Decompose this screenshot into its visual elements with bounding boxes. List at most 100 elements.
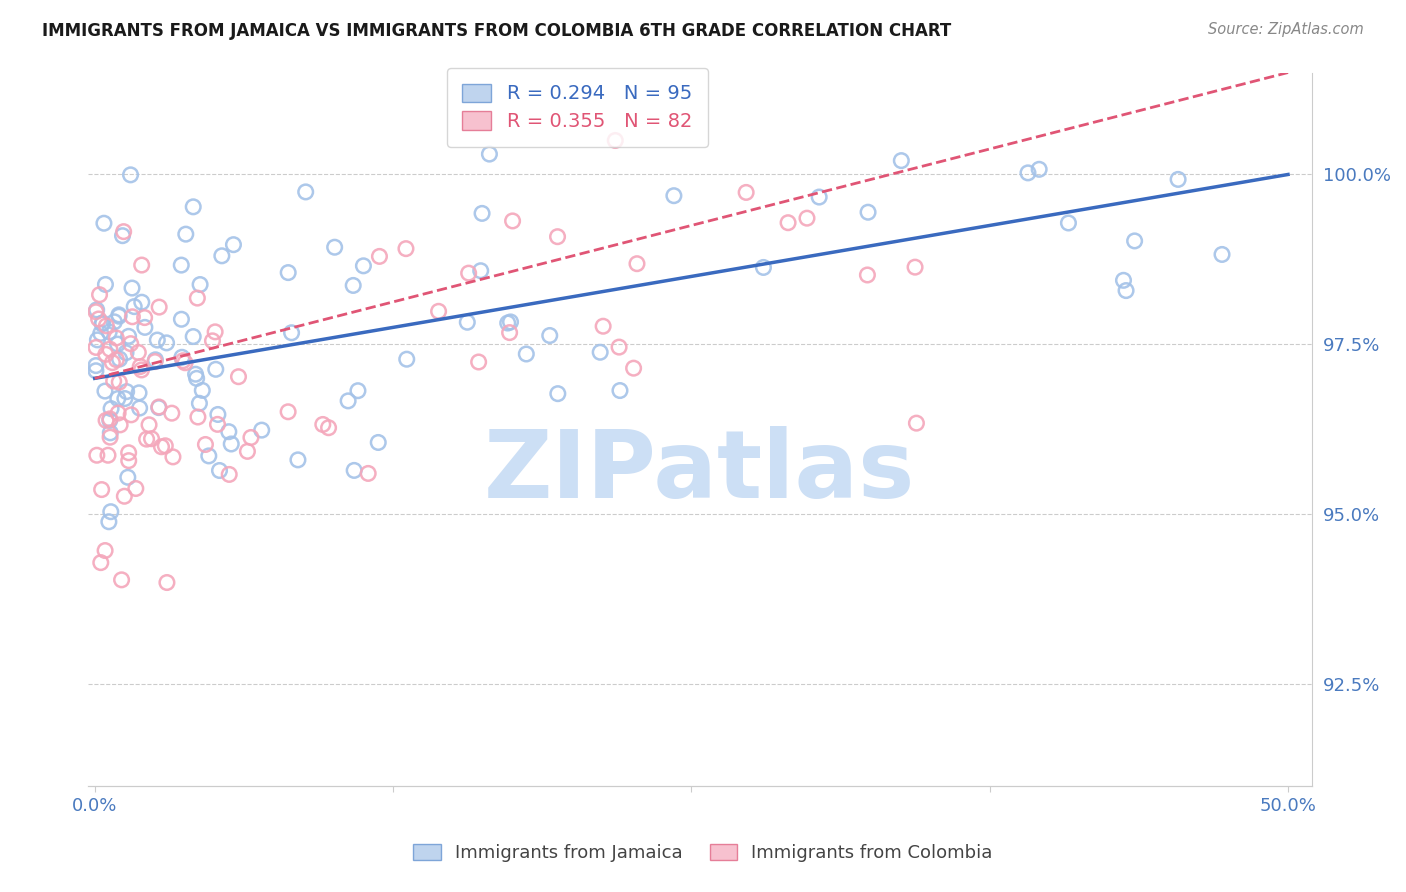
Point — [277, 266, 299, 280]
Point — [191, 384, 214, 398]
Point — [120, 408, 142, 422]
Point — [605, 134, 627, 148]
Point — [111, 228, 134, 243]
Point — [103, 315, 125, 329]
Point — [108, 309, 131, 323]
Point — [98, 412, 121, 426]
Point — [118, 446, 141, 460]
Point — [198, 449, 221, 463]
Point — [172, 353, 194, 368]
Point — [478, 147, 501, 161]
Point — [91, 316, 114, 330]
Point — [110, 573, 132, 587]
Point — [547, 229, 569, 244]
Point — [1017, 166, 1039, 180]
Point — [156, 575, 179, 590]
Text: ZIPatlas: ZIPatlas — [484, 426, 915, 518]
Point — [103, 374, 125, 388]
Point — [101, 356, 124, 370]
Point — [186, 291, 208, 305]
Point — [204, 362, 226, 376]
Point — [752, 260, 775, 275]
Point — [181, 200, 204, 214]
Point — [367, 435, 389, 450]
Point — [129, 359, 152, 374]
Point — [94, 347, 117, 361]
Point — [607, 340, 630, 354]
Point — [496, 316, 519, 330]
Point — [1123, 234, 1146, 248]
Point — [117, 329, 139, 343]
Point — [155, 439, 177, 453]
Point — [905, 416, 928, 430]
Point — [343, 463, 366, 477]
Point — [368, 249, 391, 263]
Point — [115, 345, 138, 359]
Point — [181, 329, 204, 343]
Point — [97, 448, 120, 462]
Point — [94, 543, 117, 558]
Point — [135, 432, 157, 446]
Point — [148, 400, 170, 414]
Point — [98, 413, 121, 427]
Point — [93, 216, 115, 230]
Point — [146, 333, 169, 347]
Point — [592, 319, 614, 334]
Point — [623, 361, 645, 376]
Point — [121, 281, 143, 295]
Point — [90, 556, 112, 570]
Point — [160, 406, 183, 420]
Point — [1167, 172, 1189, 186]
Point — [128, 401, 150, 415]
Point — [121, 310, 143, 324]
Point — [90, 483, 112, 497]
Point — [1115, 284, 1137, 298]
Point — [211, 249, 233, 263]
Point — [148, 300, 170, 314]
Point — [427, 304, 450, 318]
Point — [100, 505, 122, 519]
Point — [115, 384, 138, 399]
Point — [218, 467, 240, 482]
Point — [626, 257, 648, 271]
Point — [204, 325, 226, 339]
Point — [184, 368, 207, 382]
Point — [188, 277, 211, 292]
Point — [86, 333, 108, 347]
Point — [250, 423, 273, 437]
Point — [97, 515, 120, 529]
Point — [735, 186, 758, 200]
Point — [94, 384, 117, 398]
Point — [186, 371, 208, 385]
Point — [155, 335, 177, 350]
Point — [87, 312, 110, 326]
Point — [470, 264, 492, 278]
Point — [86, 302, 108, 317]
Point — [395, 352, 418, 367]
Point — [547, 386, 569, 401]
Point — [208, 463, 231, 477]
Point — [188, 396, 211, 410]
Point — [347, 384, 370, 398]
Legend: Immigrants from Jamaica, Immigrants from Colombia: Immigrants from Jamaica, Immigrants from… — [406, 837, 1000, 870]
Point — [128, 385, 150, 400]
Point — [662, 188, 685, 202]
Point — [502, 214, 524, 228]
Point — [337, 393, 360, 408]
Point — [89, 287, 111, 301]
Point — [1028, 162, 1050, 177]
Point — [609, 384, 631, 398]
Point — [118, 453, 141, 467]
Point — [107, 337, 129, 351]
Point — [498, 326, 520, 340]
Point — [100, 401, 122, 416]
Point — [294, 185, 316, 199]
Point — [456, 315, 478, 329]
Point — [1112, 273, 1135, 287]
Point — [778, 216, 800, 230]
Point — [98, 342, 121, 356]
Point — [84, 340, 107, 354]
Point — [170, 312, 193, 326]
Point — [342, 278, 364, 293]
Point — [219, 437, 242, 451]
